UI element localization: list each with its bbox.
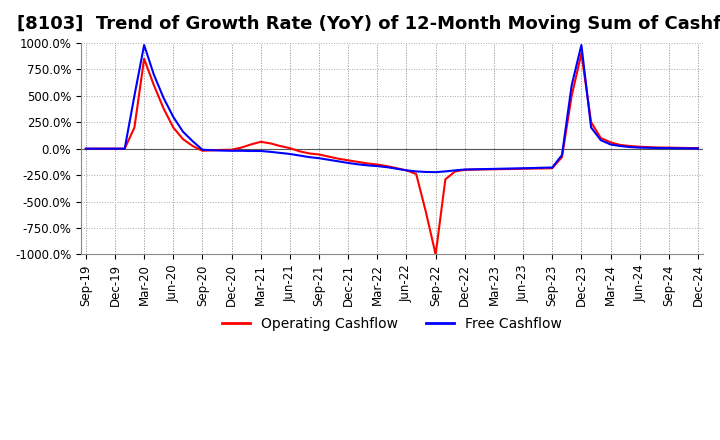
Title: [8103]  Trend of Growth Rate (YoY) of 12-Month Moving Sum of Cashflows: [8103] Trend of Growth Rate (YoY) of 12-… xyxy=(17,15,720,33)
Legend: Operating Cashflow, Free Cashflow: Operating Cashflow, Free Cashflow xyxy=(217,311,567,336)
